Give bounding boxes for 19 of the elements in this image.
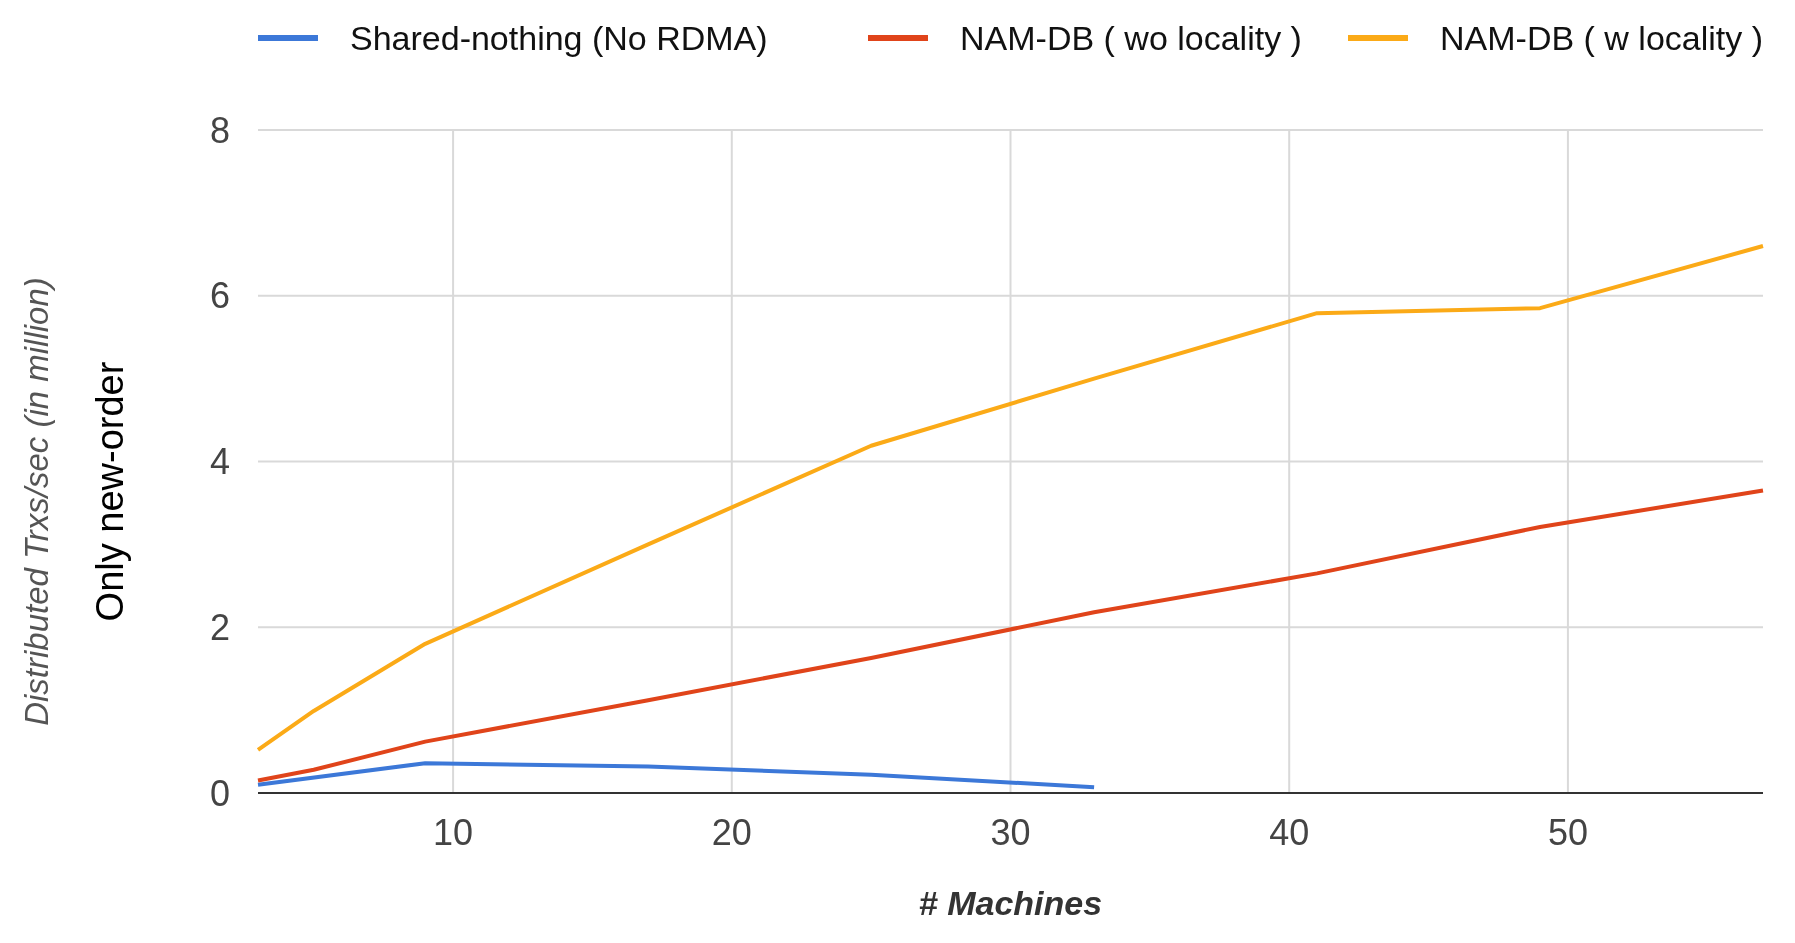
x-tick-label: 10 [433, 812, 474, 853]
line-series [256, 761, 1097, 790]
y-tick-label: 6 [209, 275, 231, 317]
legend-label: NAM-DB ( wo locality ) [960, 18, 1302, 57]
line-series [256, 488, 1765, 783]
x-tick-label: 20 [711, 812, 752, 853]
y-tick-label: 0 [209, 772, 231, 814]
y-axis-title: Distributed Trxs/sec (in million) [18, 277, 55, 726]
y-tick-label: 8 [209, 109, 231, 151]
x-tick-label: 40 [1269, 812, 1310, 853]
x-axis-title: # Machines [918, 884, 1103, 922]
y-tick-label: 4 [209, 441, 231, 483]
text: Only new-order [89, 361, 131, 622]
legend-label: NAM-DB ( w locality ) [1440, 18, 1764, 57]
x-tick-label: 50 [1547, 812, 1588, 853]
x-tick-label: 30 [990, 812, 1031, 853]
y-tick-label: 2 [209, 606, 231, 648]
legend-label: Shared-nothing (No RDMA) [350, 18, 768, 57]
line-series [256, 244, 1765, 752]
